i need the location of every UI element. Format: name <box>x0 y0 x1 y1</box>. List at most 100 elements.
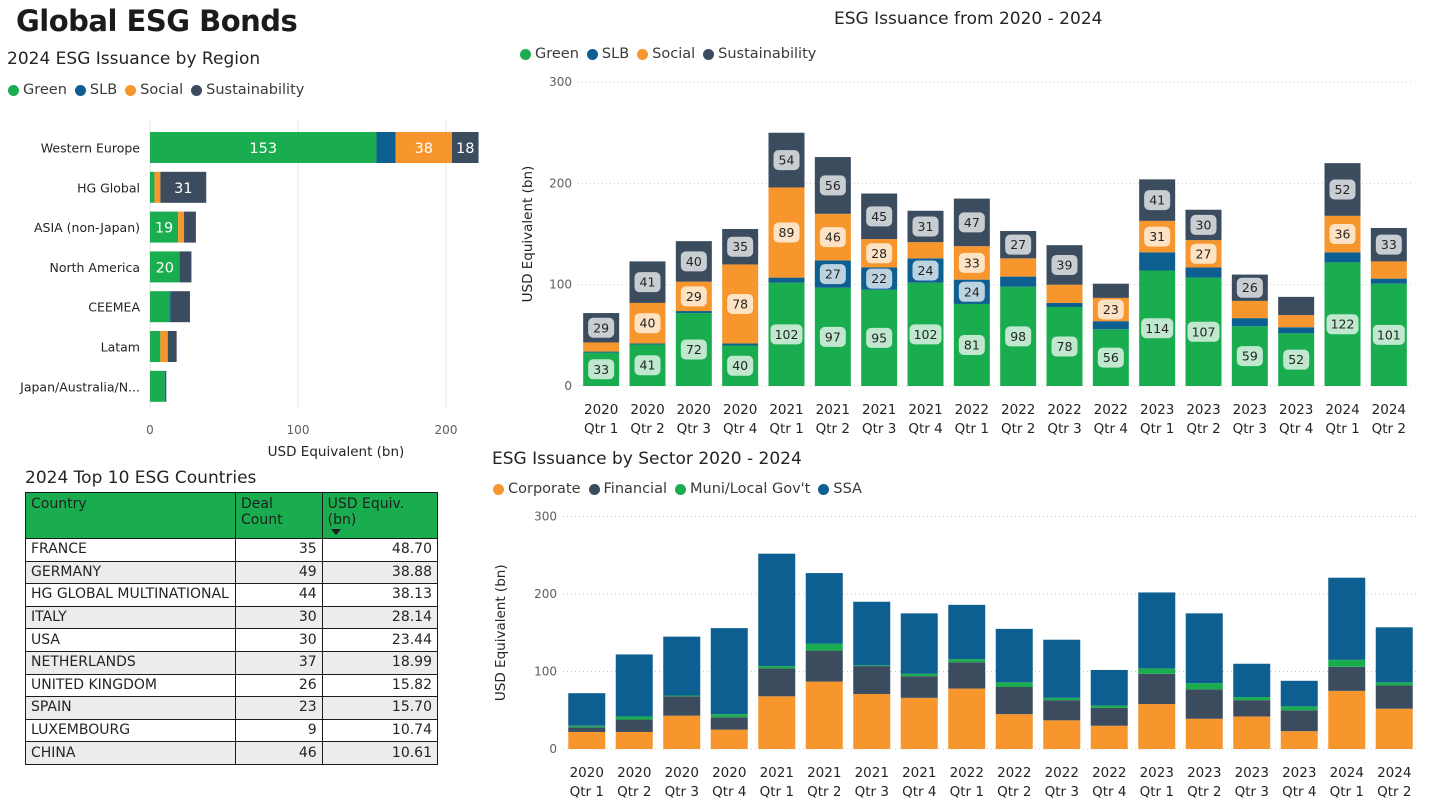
x-tick-label-year: 2021 <box>816 402 850 418</box>
bar-segment <box>1092 283 1129 298</box>
legend-item-green[interactable]: Green <box>8 82 67 98</box>
cell-usd-equiv: 10.74 <box>321 718 439 743</box>
table-row[interactable]: SPAIN 23 15.70 <box>24 696 439 720</box>
bar-segment <box>900 697 938 749</box>
table-row[interactable]: NETHERLANDS 37 18.99 <box>24 650 439 675</box>
column-header-deal-count[interactable]: Deal Count <box>235 492 323 539</box>
legend-item-ssa[interactable]: SSA <box>818 481 862 497</box>
data-label-background <box>770 324 803 345</box>
bar-segment <box>1185 683 1223 690</box>
x-tick-label-quarter: Qtr 1 <box>955 421 989 437</box>
table-row[interactable]: HG GLOBAL MULTINATIONAL 44 38.13 <box>24 583 439 607</box>
bar-segment <box>805 681 843 749</box>
x-tick-label-year: 2022 <box>1094 402 1128 418</box>
x-tick-label-quarter: Qtr 3 <box>1235 784 1269 800</box>
bar-segment <box>1231 318 1268 327</box>
legend-dot-green <box>8 84 19 96</box>
cell-deal-count: 9 <box>235 718 323 743</box>
bar-segment <box>1280 710 1318 732</box>
data-label-background <box>912 216 939 237</box>
data-label: 36 <box>1335 227 1351 242</box>
bar-segment <box>160 331 168 362</box>
data-label: 28 <box>871 246 887 261</box>
bar-segment <box>1090 725 1128 749</box>
category-label: HG Global <box>77 180 140 195</box>
x-tick-label-year: 2024 <box>1372 402 1406 418</box>
cell-usd-equiv: 48.70 <box>321 538 439 562</box>
legend-dot-slb <box>74 84 86 96</box>
y-axis-title: USD Equivalent (bn) <box>493 564 509 701</box>
cell-deal-count: 37 <box>235 650 323 675</box>
legend-item-social[interactable]: Social <box>637 46 695 62</box>
x-tick-label-quarter: Qtr 4 <box>1282 784 1316 800</box>
table-row[interactable]: LUXEMBOURG 9 10.74 <box>24 718 439 743</box>
x-tick-label-year: 2021 <box>862 402 896 418</box>
data-label-background <box>1097 347 1124 368</box>
table-row[interactable]: CHINA 46 10.61 <box>24 741 439 765</box>
table-row[interactable]: USA 30 23.44 <box>24 628 439 652</box>
sort-descending-icon <box>330 529 341 535</box>
cell-usd-equiv: 23.44 <box>321 628 439 652</box>
bar-segment <box>1328 666 1366 691</box>
data-label: 41 <box>640 358 656 373</box>
data-label: 24 <box>918 263 934 278</box>
legend-item-slb[interactable]: SLB <box>586 46 629 62</box>
x-tick-label-quarter: Qtr 4 <box>712 784 746 800</box>
x-tick-label-quarter: Qtr 3 <box>855 784 889 800</box>
data-label: 153 <box>249 141 277 157</box>
cell-usd-equiv: 38.88 <box>321 560 439 585</box>
legend-item-social[interactable]: Social <box>125 82 183 98</box>
bar-segment <box>150 171 155 203</box>
bar-segment <box>150 331 161 362</box>
data-label: 23 <box>1103 302 1119 317</box>
region-chart: 0 100 200 USD Equivalent (bn) Western Europe… <box>19 120 479 460</box>
legend-item-financial[interactable]: Financial <box>588 481 667 497</box>
data-label-background <box>1372 324 1405 345</box>
cell-deal-count: 44 <box>235 583 323 607</box>
y-tick-label: 300 <box>549 75 572 89</box>
data-label: 38 <box>415 141 433 157</box>
data-label-background <box>1144 190 1171 211</box>
x-tick-label-year: 2022 <box>997 765 1031 781</box>
bar-segment <box>629 343 666 345</box>
legend-item-corporate[interactable]: Corporate <box>493 481 581 497</box>
bar-segment <box>907 242 944 259</box>
x-tick-label-quarter: Qtr 1 <box>570 784 604 800</box>
bar-segment <box>1138 704 1176 749</box>
data-label-background <box>1329 179 1356 200</box>
data-label-background <box>866 268 893 289</box>
y-tick-label: 300 <box>534 510 557 524</box>
column-header-country[interactable]: Country <box>24 492 237 539</box>
bar-segment <box>805 643 843 651</box>
legend-item-sustainability[interactable]: Sustainability <box>191 82 304 98</box>
bar-segment <box>1043 639 1081 698</box>
table-row[interactable]: GERMANY 49 38.88 <box>24 560 439 585</box>
x-tick-label-year: 2022 <box>1045 765 1079 781</box>
data-label-background <box>1236 277 1263 298</box>
table-row[interactable]: FRANCE 35 48.70 <box>24 538 439 562</box>
data-label: 31 <box>1149 229 1165 244</box>
data-label: 102 <box>775 327 799 342</box>
data-label: 78 <box>1057 339 1073 354</box>
x-tick-label-year: 2021 <box>807 765 841 781</box>
countries-table-title: 2024 Top 10 ESG Countries <box>25 468 257 488</box>
bar-segment <box>1090 707 1128 726</box>
legend-item-muni[interactable]: Muni/Local Gov't <box>675 481 810 497</box>
x-tick-label-year: 2022 <box>1092 765 1126 781</box>
bar-segment <box>1370 278 1407 284</box>
bar-segment <box>150 291 170 323</box>
legend-item-sustainability[interactable]: Sustainability <box>703 46 816 62</box>
bar-segment <box>583 351 620 353</box>
data-label: 33 <box>964 255 980 270</box>
bar-segment <box>1185 718 1223 749</box>
bar-segment <box>1185 267 1222 278</box>
data-label: 89 <box>779 225 795 240</box>
table-row[interactable]: UNITED KINGDOM 26 15.82 <box>24 673 439 698</box>
legend-item-green[interactable]: Green <box>520 46 579 62</box>
bar-segment <box>1233 700 1271 717</box>
column-header-usd-equiv[interactable]: USD Equiv. (bn) <box>321 492 439 539</box>
bar-segment <box>568 693 606 726</box>
table-row[interactable]: ITALY 30 28.14 <box>24 605 439 630</box>
legend-item-slb[interactable]: SLB <box>74 82 117 98</box>
x-tick-label-quarter: Qtr 3 <box>1045 784 1079 800</box>
